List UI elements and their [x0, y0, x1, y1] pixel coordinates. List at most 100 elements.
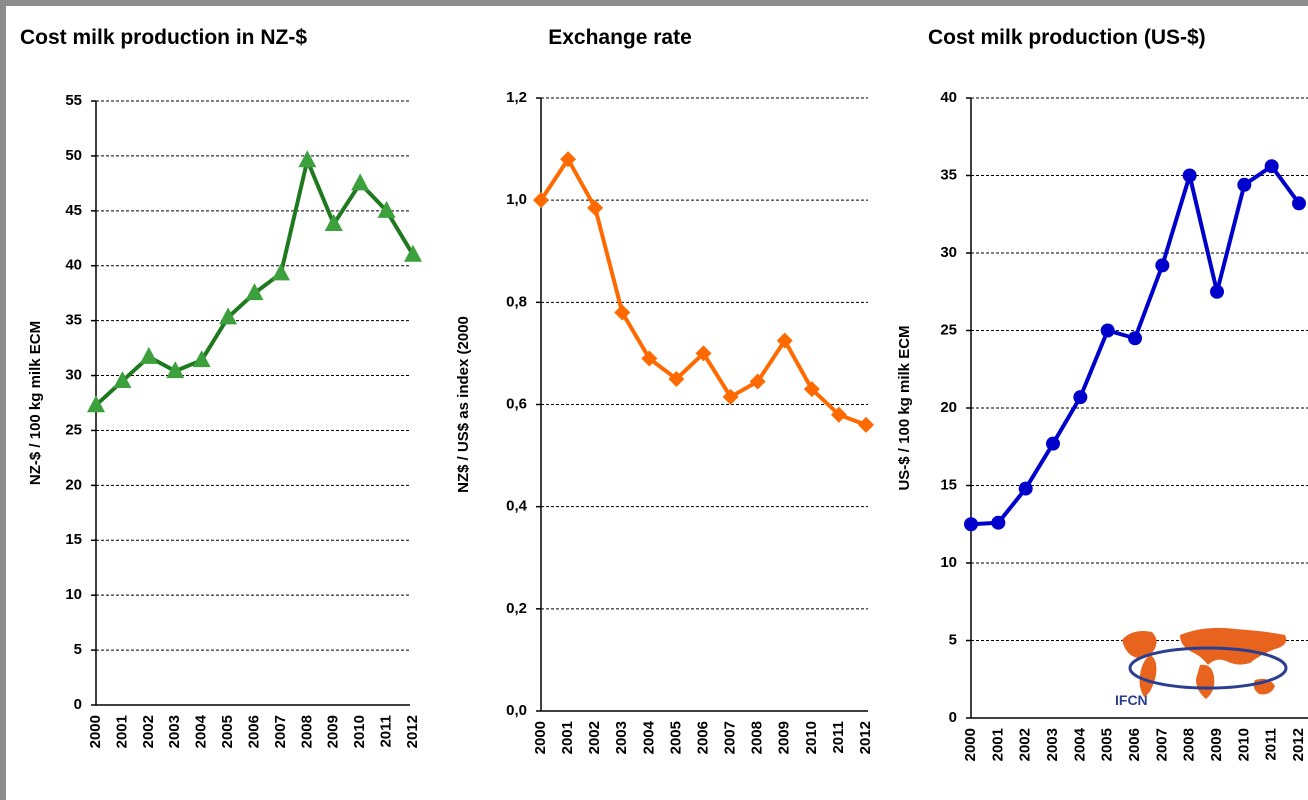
chart-title: Cost milk production (US-$) [928, 26, 1206, 49]
marker [587, 199, 604, 216]
marker [192, 350, 211, 368]
x-tick-label: 2007 [272, 715, 289, 748]
marker [1100, 323, 1115, 338]
y-tick-label: 0,0 [506, 702, 527, 719]
x-tick-label: 2011 [378, 715, 395, 748]
marker [1182, 168, 1197, 183]
ifcn-logo: IFCN [1115, 627, 1288, 708]
x-tick-label: 2005 [667, 721, 684, 754]
marker [404, 244, 422, 262]
x-tick-label: 2006 [694, 721, 711, 754]
x-tick-label: 2012 [857, 721, 874, 754]
marker [113, 371, 132, 389]
marker [776, 332, 793, 349]
y-tick-label: 0,8 [506, 293, 527, 310]
marker [668, 370, 685, 387]
marker [271, 263, 290, 281]
x-tick-label: 2010 [1235, 728, 1252, 761]
marker [1046, 436, 1060, 451]
y-tick-label: 15 [65, 531, 82, 548]
logo-map [1139, 655, 1157, 697]
x-tick-label: 2005 [1099, 728, 1116, 761]
x-tick-label: 2002 [1017, 728, 1034, 761]
x-tick-label: 2012 [1290, 728, 1307, 761]
marker [964, 517, 978, 532]
marker [1128, 331, 1142, 346]
x-tick-label: 2007 [1153, 728, 1170, 761]
y-tick-label: 0,6 [506, 395, 527, 412]
x-tick-label: 2008 [749, 721, 766, 754]
logo-text: IFCN [1115, 692, 1148, 708]
marker [1264, 159, 1279, 174]
y-tick-label: 20 [940, 399, 957, 416]
x-tick-label: 2008 [1181, 728, 1198, 761]
y-axis-label: US-$ / 100 kg milk ECM [896, 325, 913, 490]
logo-map [1122, 631, 1157, 659]
marker [377, 200, 396, 218]
y-axis-label: NZ-$ / 100 kg milk ECM [27, 321, 44, 485]
y-tick-label: 25 [65, 421, 82, 438]
x-tick-label: 2010 [351, 715, 368, 748]
marker [351, 173, 370, 191]
x-tick-label: 2007 [722, 721, 739, 754]
x-tick-label: 2009 [1208, 728, 1225, 761]
x-tick-label: 2011 [1263, 728, 1280, 761]
marker [1210, 284, 1224, 299]
marker [219, 307, 238, 325]
x-tick-label: 2001 [113, 715, 130, 748]
x-tick-label: 2010 [803, 721, 820, 754]
marker [858, 416, 874, 433]
x-tick-label: 2003 [613, 721, 630, 754]
x-tick-label: 2001 [559, 721, 576, 754]
x-tick-label: 2012 [404, 715, 421, 748]
marker [641, 350, 658, 367]
x-tick-label: 2009 [776, 721, 793, 754]
y-tick-label: 0 [949, 709, 957, 726]
line-chart: Cost milk production (US-$) 0 5 10 15 20 25 30 3… [896, 26, 1308, 761]
marker [1073, 390, 1088, 405]
marker [533, 192, 549, 209]
x-tick-label: 2004 [193, 714, 210, 748]
x-tick-label: 2000 [962, 728, 979, 761]
y-tick-label: 40 [65, 257, 82, 274]
x-tick-label: 2005 [219, 715, 236, 748]
x-tick-label: 2006 [245, 715, 262, 748]
x-tick-label: 2002 [586, 721, 603, 754]
marker [166, 361, 185, 379]
y-tick-label: 35 [940, 166, 957, 183]
chart-title: Exchange rate [548, 26, 692, 49]
x-tick-label: 2003 [166, 715, 183, 748]
x-tick-label: 2011 [830, 721, 847, 754]
y-tick-label: 45 [65, 202, 82, 219]
x-tick-label: 2008 [298, 715, 315, 748]
y-tick-label: 30 [940, 244, 957, 261]
marker [1237, 177, 1252, 192]
x-tick-label: 2003 [1044, 728, 1061, 761]
marker [324, 213, 343, 231]
logo-map [1196, 664, 1215, 699]
chart-title: Cost milk production in NZ-$ [20, 26, 307, 49]
x-tick-label: 2000 [532, 721, 549, 754]
x-tick-label: 2009 [325, 715, 342, 748]
y-tick-label: 5 [74, 641, 82, 658]
x-tick-label: 2004 [640, 720, 657, 754]
marker [722, 388, 739, 405]
marker [1018, 481, 1033, 496]
marker [830, 406, 847, 423]
marker [991, 515, 1006, 530]
x-tick-label: 2006 [1126, 728, 1143, 761]
marker [749, 373, 766, 390]
marker [1292, 196, 1306, 211]
y-axis-label: NZ$ / US$ as index (2000 [455, 316, 472, 493]
marker [245, 283, 264, 301]
y-tick-label: 1,0 [506, 191, 527, 208]
x-tick-label: 2004 [1071, 727, 1088, 761]
marker [87, 395, 105, 413]
marker [803, 381, 820, 398]
y-tick-label: 0,2 [506, 600, 527, 617]
line-chart: Cost milk production in NZ-$ 0 5 10 15 20 25 30… [20, 26, 422, 748]
x-tick-label: 2002 [140, 715, 157, 748]
y-tick-label: 20 [65, 476, 82, 493]
marker [614, 304, 631, 321]
